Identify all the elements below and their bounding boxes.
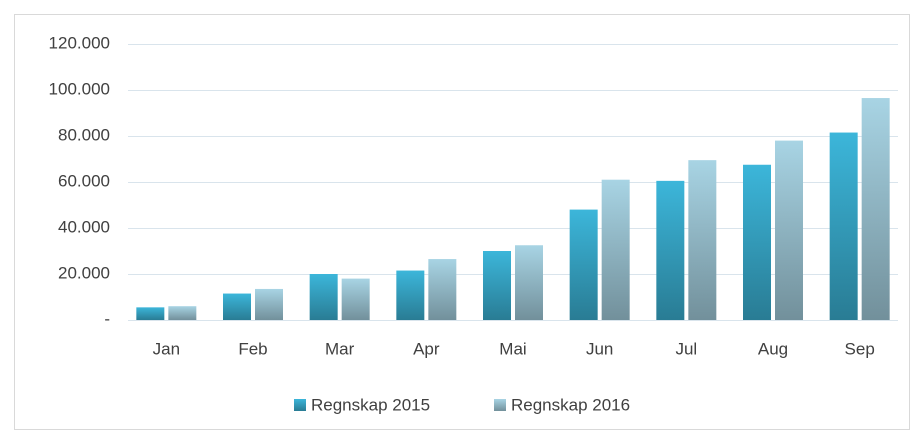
bar [483,251,511,320]
bar [396,270,425,320]
legend-label: Regnskap 2015 [311,395,430,414]
bar [341,278,370,320]
x-tick-label: Apr [413,339,440,358]
bar [601,179,630,320]
bar [168,306,197,320]
y-tick-label: - [104,309,110,328]
x-tick-label: Aug [758,339,788,358]
y-tick-label: 100.000 [49,79,110,98]
legend-swatch [294,399,306,411]
bar [743,164,771,320]
y-tick-label: 120.000 [49,33,110,52]
x-tick-label: Feb [238,339,267,358]
bar [829,132,858,320]
bar [309,274,338,320]
bar [775,140,803,320]
bar [688,160,717,320]
y-tick-label: 60.000 [58,171,110,190]
y-tick-label: 40.000 [58,217,110,236]
x-tick-label: Jan [153,339,180,358]
y-tick-label: 80.000 [58,125,110,144]
legend-label: Regnskap 2016 [511,395,630,414]
x-tick-label: Jun [586,339,613,358]
bar [428,259,457,320]
bar [861,98,890,320]
x-tick-label: Mar [325,339,355,358]
y-tick-label: 20.000 [58,263,110,282]
bar [223,293,251,320]
bar [255,288,283,320]
x-tick-label: Jul [675,339,697,358]
bar [656,180,685,320]
legend-swatch [494,399,506,411]
bar [136,307,165,320]
bar [515,245,543,320]
bar [569,209,598,320]
x-tick-label: Sep [845,339,875,358]
x-tick-label: Mai [499,339,526,358]
